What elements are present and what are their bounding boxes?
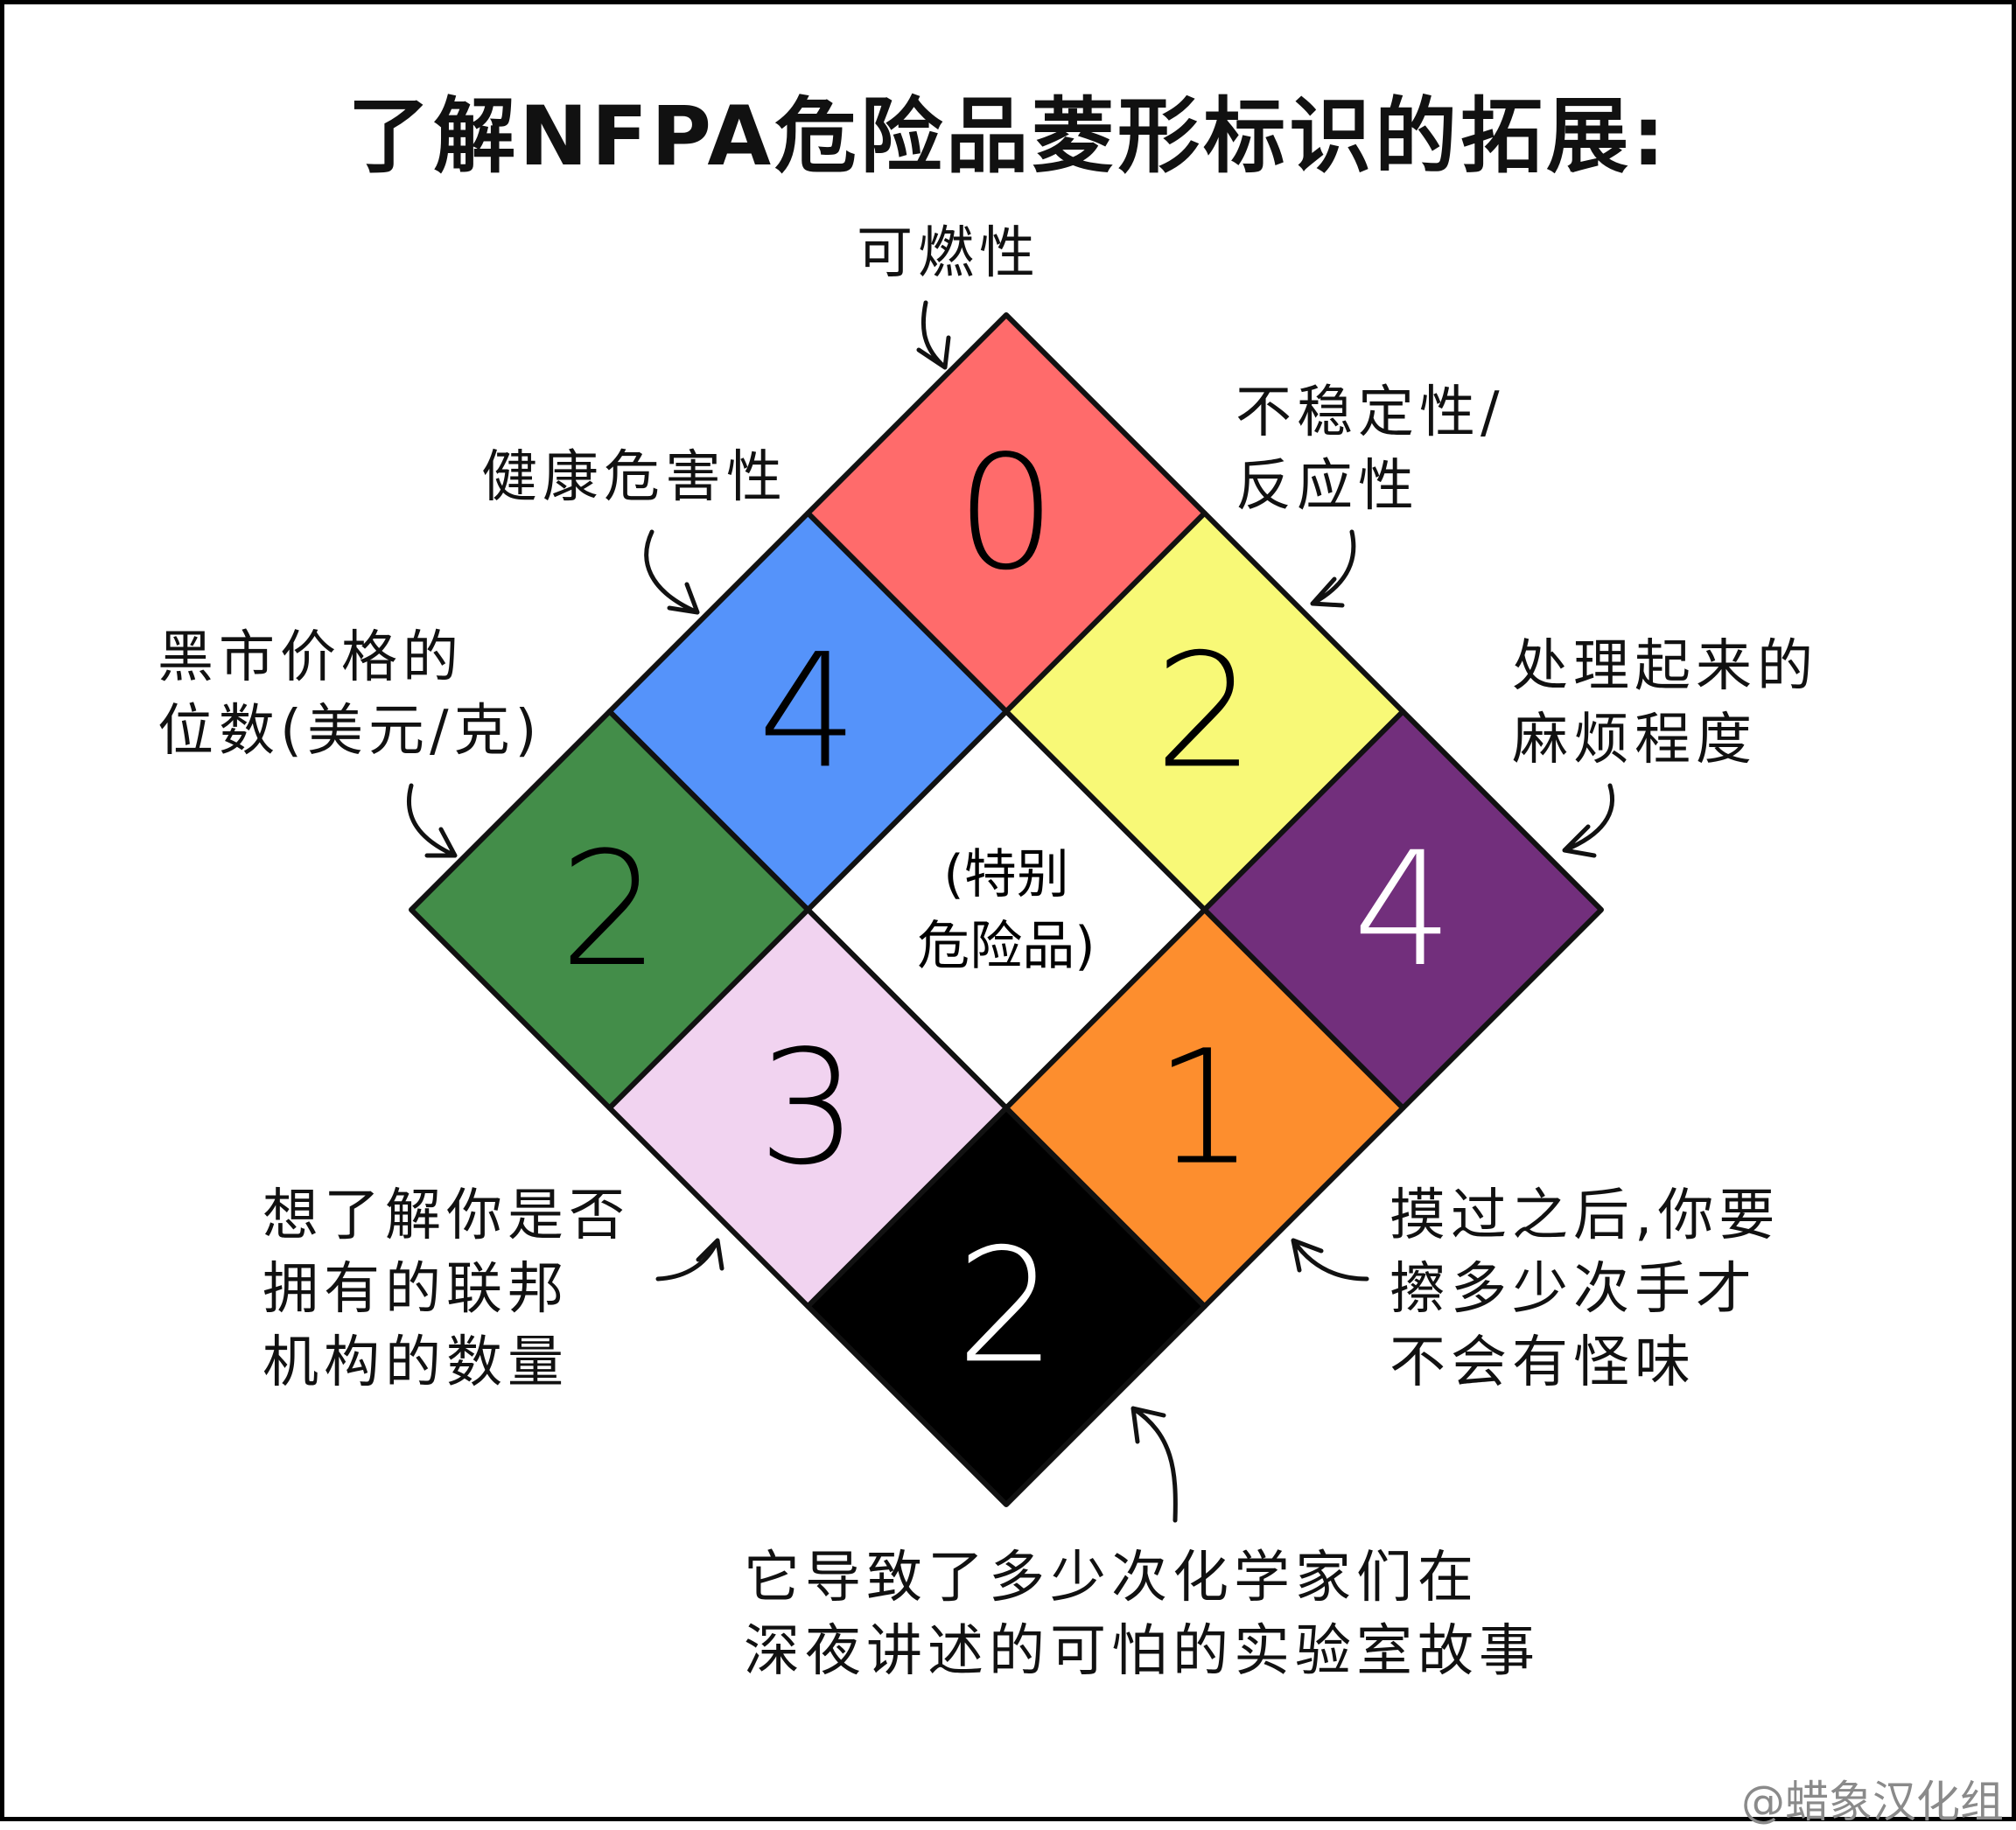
page-title: 了解NFPA危险品菱形标识的拓展: xyxy=(347,89,1669,185)
special-label-line: 危险品) xyxy=(917,916,1095,977)
label-stories: 它导致了多少次化学家们在 深夜讲述的可怕的实验室故事 xyxy=(744,1546,1540,1684)
value-flammability: 0 xyxy=(956,423,1057,605)
value-instability: 2 xyxy=(1154,620,1255,803)
arrow-black-market xyxy=(406,783,458,858)
arrow-handling xyxy=(1562,783,1615,858)
label-agencies: 想了解你是否 拥有的联邦 机构的数量 xyxy=(262,1184,630,1395)
value-stories: 2 xyxy=(956,1215,1057,1398)
value-hand-washing: 1 xyxy=(1154,1017,1255,1200)
value-black-market: 2 xyxy=(559,819,660,1002)
value-health: 4 xyxy=(758,620,858,803)
arrow-stories xyxy=(1130,1406,1178,1523)
label-health: 健康危害性 xyxy=(481,445,788,510)
arrow-agencies xyxy=(655,1238,724,1282)
arrow-hand-washing xyxy=(1291,1238,1369,1282)
arrow-health xyxy=(644,529,700,615)
value-handling: 4 xyxy=(1353,819,1453,1002)
arrow-instability xyxy=(1310,529,1356,608)
label-hand-washing: 摸过之后,你要 擦多少次手才 不会有怪味 xyxy=(1390,1184,1781,1395)
cell-stories xyxy=(805,1105,1208,1507)
value-agencies: 3 xyxy=(758,1017,858,1200)
label-black-market: 黑市价格的 位数(美元/克) xyxy=(158,625,542,764)
special-label-line: (特别 xyxy=(943,844,1068,905)
credit-watermark: @蜡象汉化组 xyxy=(1741,1777,2004,1827)
arrow-flammability xyxy=(916,300,951,370)
label-handling: 处理起来的 麻烦程度 xyxy=(1512,634,1818,772)
label-flammability: 可燃性 xyxy=(857,221,1040,286)
label-instability: 不稳定性/ 反应性 xyxy=(1236,381,1505,519)
